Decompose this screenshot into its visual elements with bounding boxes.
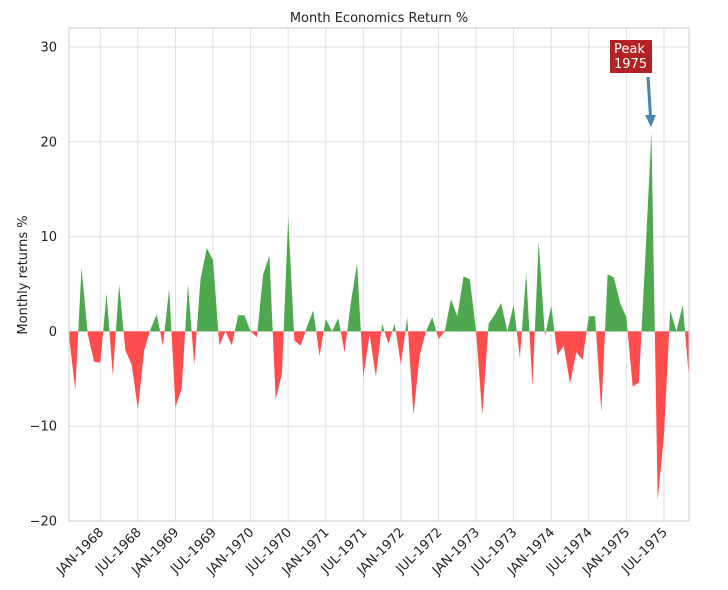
positive-area-20	[507, 304, 517, 332]
positive-area-14	[381, 323, 385, 332]
peak-annotation-box	[610, 40, 652, 73]
negative-area-17	[408, 331, 426, 415]
negative-area-16	[395, 331, 406, 365]
negative-area-15	[384, 331, 393, 344]
negative-area-21	[529, 331, 535, 387]
positive-area-24	[586, 316, 597, 332]
negative-area-0	[69, 331, 79, 391]
return-areas	[69, 132, 689, 501]
negative-area-2	[109, 331, 116, 376]
positive-area-13	[347, 263, 361, 332]
negative-area-26	[654, 331, 670, 501]
peak-annotation-line1: Peak	[614, 42, 645, 57]
negative-area-10	[272, 331, 284, 400]
y-axis-ticks: −20 −10 0 10 20 30	[30, 40, 57, 529]
peak-annotation-arrowhead	[645, 115, 656, 127]
negative-area-24	[596, 331, 605, 412]
y-tick-label-5: 30	[40, 40, 57, 55]
positive-area-16	[405, 317, 409, 332]
y-tick-label-2: 0	[49, 325, 57, 340]
y-tick-label-1: −10	[30, 420, 57, 435]
positive-area-8	[257, 255, 273, 332]
negative-area-7	[218, 331, 226, 346]
negative-area-19	[476, 331, 489, 415]
negative-area-8	[225, 331, 235, 346]
positive-area-12	[332, 318, 341, 332]
peak-annotation-arrow	[646, 76, 652, 118]
positive-area-7	[234, 315, 251, 332]
negative-area-22	[544, 331, 546, 337]
negative-area-13	[340, 331, 348, 353]
positive-area-15	[392, 323, 396, 332]
positive-area-23	[545, 305, 555, 332]
negative-area-5	[171, 331, 186, 408]
positive-area-5	[185, 283, 192, 332]
y-tick-label-0: −20	[30, 515, 57, 530]
negative-area-4	[160, 331, 165, 346]
negative-area-23	[554, 331, 587, 384]
positive-area-2	[115, 283, 124, 332]
negative-area-9	[250, 331, 258, 338]
plot-frame	[68, 27, 690, 522]
positive-area-26	[641, 132, 655, 332]
positive-area-1	[103, 293, 110, 332]
negative-area-6	[191, 331, 197, 365]
negative-area-20	[516, 331, 522, 358]
negative-area-1	[87, 331, 104, 363]
positive-area-3	[149, 314, 161, 332]
positive-area-22	[534, 241, 545, 332]
positive-area-19	[488, 302, 508, 332]
negative-area-14	[360, 331, 382, 377]
grid	[69, 28, 689, 522]
positive-area-21	[521, 272, 530, 332]
positive-area-11	[323, 319, 333, 332]
negative-area-18	[436, 331, 445, 339]
peak-annotation: Peak 1975	[610, 40, 656, 127]
positive-area-9	[283, 217, 294, 332]
negative-area-11	[293, 331, 306, 346]
y-tick-label-3: 10	[40, 230, 57, 245]
positive-area-28	[676, 304, 685, 332]
positive-area-10	[305, 310, 317, 332]
negative-area-25	[627, 331, 642, 387]
negative-area-27	[684, 331, 689, 379]
positive-area-17	[425, 317, 437, 332]
y-tick-label-4: 20	[40, 135, 57, 150]
positive-area-6	[196, 247, 219, 332]
negative-area-3	[123, 331, 150, 410]
peak-annotation-line2: 1975	[614, 57, 647, 72]
positive-area-18	[444, 276, 477, 332]
positive-area-0	[78, 267, 88, 332]
positive-area-25	[604, 274, 628, 332]
y-axis-title: Monthly returns %	[16, 215, 31, 334]
positive-area-27	[669, 310, 677, 332]
chart-title: Month Economics Return %	[290, 11, 468, 26]
positive-area-4	[164, 288, 172, 332]
negative-area-12	[316, 331, 324, 357]
